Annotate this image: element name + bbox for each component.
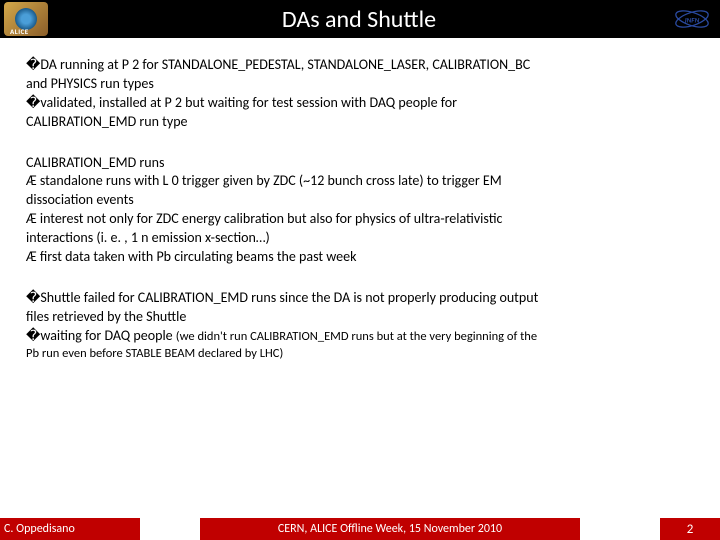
text-line: CALIBRATION_EMD run type — [26, 113, 694, 132]
footer-page-number: 2 — [660, 518, 720, 540]
text-line: interactions (i. e. , 1 n emission x-sec… — [26, 229, 694, 248]
infn-logo-icon: INFN — [670, 4, 714, 34]
text-line: and PHYSICS run types — [26, 75, 694, 94]
slide-title: DAs and Shuttle — [48, 5, 670, 34]
text-span: �waiting for DAQ people — [26, 327, 176, 344]
text-line: files retrieved by the Shuttle — [26, 308, 694, 327]
alice-logo-icon: ALICE — [4, 2, 48, 36]
text-span-small: (we didn't run CALIBRATION_EMD runs but … — [176, 329, 537, 344]
title-bar: ALICE DAs and Shuttle INFN — [0, 0, 720, 38]
text-line: Æ interest not only for ZDC energy calib… — [26, 210, 694, 229]
block-calibration-emd: CALIBRATION_EMD runs Æ standalone runs w… — [26, 154, 694, 267]
text-line: dissociation events — [26, 191, 694, 210]
slide-body: �DA running at P 2 for STANDALONE_PEDEST… — [0, 38, 720, 362]
text-line: �DA running at P 2 for STANDALONE_PEDEST… — [26, 56, 694, 75]
block-shuttle: �Shuttle failed for CALIBRATION_EMD runs… — [26, 289, 694, 363]
text-line-small: Pb run even before STABLE BEAM declared … — [26, 346, 694, 363]
text-line: Æ first data taken with Pb circulating b… — [26, 248, 694, 267]
block-da-status: �DA running at P 2 for STANDALONE_PEDEST… — [26, 56, 694, 132]
text-line: Æ standalone runs with L 0 trigger given… — [26, 172, 694, 191]
block-heading: CALIBRATION_EMD runs — [26, 154, 694, 173]
alice-logo-label: ALICE — [10, 27, 29, 36]
footer: C. Oppedisano CERN, ALICE Offline Week, … — [0, 518, 720, 540]
text-line: �Shuttle failed for CALIBRATION_EMD runs… — [26, 289, 694, 308]
footer-venue: CERN, ALICE Offline Week, 15 November 20… — [200, 518, 580, 540]
svg-text:INFN: INFN — [685, 15, 700, 24]
footer-author: C. Oppedisano — [0, 518, 140, 540]
text-line: �validated, installed at P 2 but waiting… — [26, 94, 694, 113]
text-line: �waiting for DAQ people (we didn't run C… — [26, 327, 694, 346]
